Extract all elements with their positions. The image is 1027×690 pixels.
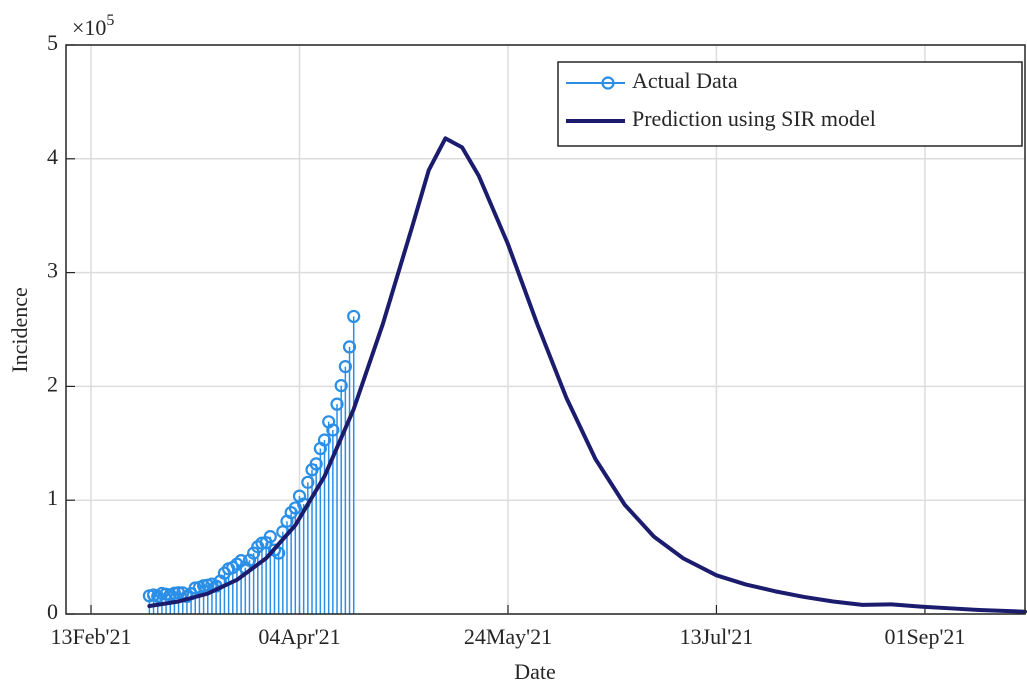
stem-marker xyxy=(330,397,344,411)
y-tick-label: 4 xyxy=(47,144,58,169)
x-tick-label: 01Sep'21 xyxy=(884,624,965,649)
stem-marker xyxy=(301,475,315,489)
axes-box xyxy=(65,44,1026,615)
stem-marker xyxy=(326,423,340,437)
legend-box xyxy=(557,61,1023,147)
legend-marker xyxy=(601,76,615,90)
stem-marker xyxy=(317,433,332,447)
stem-marker xyxy=(347,309,361,324)
y-multiplier-base: ×10 xyxy=(72,15,106,40)
stem-marker xyxy=(342,340,357,354)
prediction-line xyxy=(147,136,1027,614)
y-tick-label: 0 xyxy=(47,599,58,624)
legend-label: Actual Data xyxy=(632,68,738,93)
x-tick-label: 24May'21 xyxy=(464,624,552,649)
x-tick-label: 04Apr'21 xyxy=(258,624,340,649)
stem-marker xyxy=(334,379,348,393)
y-multiplier: ×105 xyxy=(72,12,114,40)
y-tick-label: 2 xyxy=(47,371,58,396)
legend: Actual Data Prediction using SIR model xyxy=(557,61,1023,147)
stem-marker xyxy=(255,536,269,550)
x-axis-label: Date xyxy=(514,659,556,684)
y-tick-label: 5 xyxy=(47,30,58,55)
legend-label: Prediction using SIR model xyxy=(632,106,876,131)
y-tick-label: 3 xyxy=(47,258,58,283)
stem-marker xyxy=(309,457,323,471)
stem-marker xyxy=(338,359,352,374)
x-tick-label: 13Feb'21 xyxy=(51,624,132,649)
y-axis-label: Incidence xyxy=(7,287,32,373)
y-tick-label: 1 xyxy=(47,485,58,510)
stem-marker xyxy=(263,530,277,544)
x-tick-label: 13Jul'21 xyxy=(680,624,754,649)
y-multiplier-exponent: 5 xyxy=(106,12,114,29)
